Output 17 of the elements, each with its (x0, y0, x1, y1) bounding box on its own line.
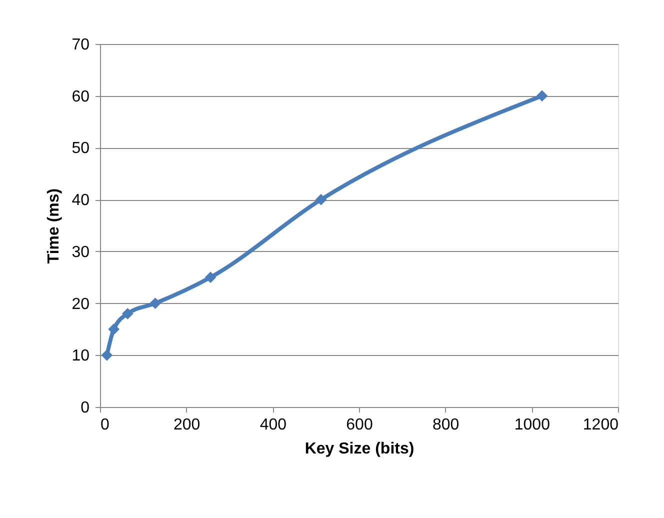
y-tick-label: 20 (72, 296, 90, 313)
x-tick-label: 1000 (514, 416, 550, 434)
y-axis-title: Time (ms) (46, 188, 63, 264)
y-tick-label: 40 (72, 192, 90, 210)
x-tick-label: 200 (173, 416, 200, 434)
x-tick-label: 400 (260, 416, 287, 434)
x-tick-label: 1200 (582, 416, 619, 434)
y-tick-label: 0 (80, 400, 90, 416)
x-tick-label: 0 (100, 416, 110, 434)
y-tick-label: 50 (72, 140, 90, 158)
x-tick-label: 800 (432, 416, 460, 434)
y-tick-label: 30 (72, 244, 90, 261)
y-tick-label: 60 (72, 88, 90, 106)
x-tick-label: 600 (346, 416, 373, 434)
x-axis-title: Key Size (bits) (304, 440, 414, 458)
y-tick-label: 70 (72, 36, 90, 54)
y-tick-label: 10 (72, 348, 90, 365)
